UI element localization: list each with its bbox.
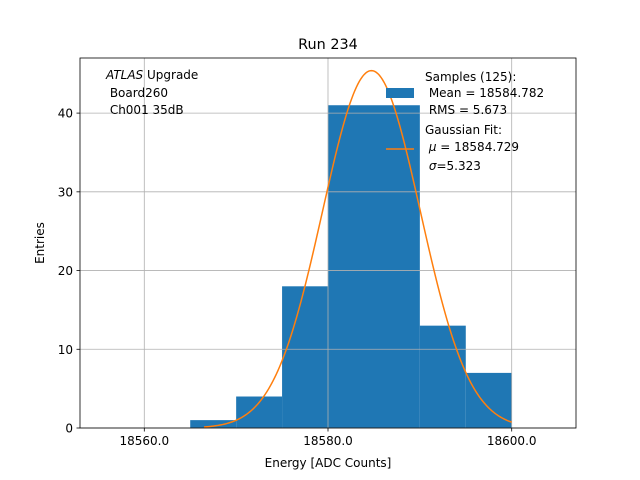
histogram-bar-5 — [419, 325, 466, 428]
x-tick-label-1: 18560.0 — [119, 434, 169, 448]
legend: Samples (125): Mean = 18584.782 RMS = 5.… — [386, 70, 544, 173]
histogram-bar-4 — [328, 105, 420, 428]
x-axis-ticks: 18560.0 18580.0 18600.0 — [119, 428, 537, 448]
legend-fit-title: Gaussian Fit: — [425, 123, 502, 137]
histogram-bar-3 — [282, 286, 328, 428]
atlas-annotation: ATLAS Upgrade Board260 Ch001 35dB — [105, 68, 198, 117]
legend-samples-swatch — [386, 88, 414, 98]
histogram-bar-1 — [190, 420, 237, 428]
x-axis-label: Energy [ADC Counts] — [265, 456, 392, 470]
legend-fit-sigma: σ=5.323 — [425, 159, 481, 173]
legend-sigma-symbol: σ — [429, 159, 437, 173]
chart-title: Run 234 — [298, 37, 358, 53]
legend-samples-title: Samples (125): — [425, 70, 516, 84]
histogram-bar-2 — [236, 396, 283, 428]
histogram-bars — [190, 105, 512, 428]
x-tick-label-2: 18580.0 — [303, 434, 353, 448]
legend-mu-value: = 18584.729 — [436, 140, 519, 154]
annotation-line-2: Board260 — [106, 86, 168, 100]
annotation-line-3: Ch001 35dB — [106, 103, 184, 117]
y-axis-ticks: 0 10 20 30 40 — [58, 107, 80, 436]
gaussian-fit-curve — [203, 69, 512, 428]
annotation-line-1: ATLAS Upgrade — [105, 68, 198, 82]
legend-fit-mu: μ = 18584.729 — [425, 140, 519, 154]
y-axis-label: Entries — [33, 222, 47, 264]
y-tick-label-3: 20 — [58, 264, 73, 278]
y-tick-label-5: 40 — [58, 107, 73, 121]
legend-samples-mean: Mean = 18584.782 — [425, 86, 544, 100]
grid-lines — [80, 58, 576, 429]
y-tick-label-1: 0 — [65, 422, 73, 436]
y-tick-label-4: 30 — [58, 185, 73, 199]
annotation-atlas: ATLAS — [105, 68, 144, 82]
legend-samples-rms: RMS = 5.673 — [425, 103, 507, 117]
x-tick-label-3: 18600.0 — [487, 434, 537, 448]
legend-mu-symbol: μ — [428, 140, 437, 154]
annotation-upgrade: Upgrade — [143, 68, 198, 82]
y-tick-label-2: 10 — [58, 343, 73, 357]
legend-sigma-value: =5.323 — [436, 159, 480, 173]
